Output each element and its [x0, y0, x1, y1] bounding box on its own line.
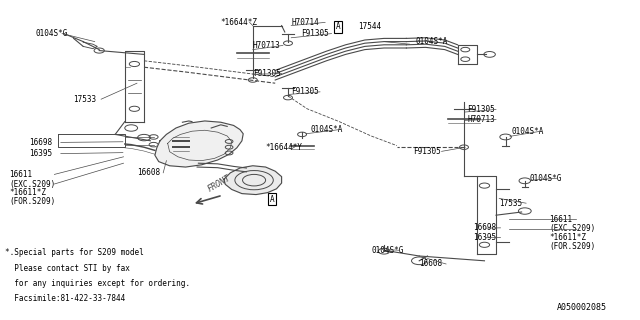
- Text: *.Special parts for S209 model: *.Special parts for S209 model: [5, 248, 144, 257]
- Text: (EXC.S209): (EXC.S209): [549, 224, 595, 233]
- Text: Please contact STI by fax: Please contact STI by fax: [5, 264, 130, 273]
- Text: 0104S*A: 0104S*A: [512, 127, 545, 136]
- Text: 17533: 17533: [74, 95, 97, 104]
- Text: F91305: F91305: [467, 105, 495, 114]
- Text: 17535: 17535: [499, 199, 522, 208]
- Text: *16611*Z: *16611*Z: [549, 233, 586, 242]
- Text: for any inquiries except for ordering.: for any inquiries except for ordering.: [5, 279, 190, 288]
- Text: F91305: F91305: [301, 29, 328, 38]
- Text: (FOR.S209): (FOR.S209): [549, 242, 595, 251]
- Text: *16644*Z: *16644*Z: [221, 18, 258, 27]
- Text: 16698: 16698: [29, 138, 52, 147]
- Text: 0104S*A: 0104S*A: [416, 37, 449, 46]
- Text: 0104S*A: 0104S*A: [310, 125, 343, 134]
- Text: H70713: H70713: [467, 115, 495, 124]
- Text: A: A: [335, 22, 340, 31]
- Text: *16611*Z: *16611*Z: [10, 188, 47, 197]
- Text: A: A: [269, 195, 275, 204]
- Polygon shape: [224, 166, 282, 195]
- Text: 16611: 16611: [10, 170, 33, 179]
- Text: 0104S*G: 0104S*G: [530, 174, 563, 183]
- Text: F91305: F91305: [291, 87, 319, 96]
- Text: F91305: F91305: [253, 69, 280, 78]
- Text: 16395: 16395: [474, 233, 497, 242]
- Text: 0104S*G: 0104S*G: [35, 29, 68, 38]
- Text: 0104S*G: 0104S*G: [371, 246, 404, 255]
- Text: 16608: 16608: [138, 168, 161, 177]
- Text: 16611: 16611: [549, 215, 572, 224]
- Text: 16608: 16608: [419, 260, 442, 268]
- Text: A050002085: A050002085: [557, 303, 607, 312]
- Polygon shape: [155, 121, 243, 167]
- Text: H70714: H70714: [291, 18, 319, 27]
- Text: *16644*Y: *16644*Y: [266, 143, 303, 152]
- Text: 16395: 16395: [29, 149, 52, 158]
- Text: Facsimile:81-422-33-7844: Facsimile:81-422-33-7844: [5, 294, 125, 303]
- Text: FRONT: FRONT: [206, 174, 232, 194]
- Text: 17544: 17544: [358, 22, 381, 31]
- Text: (EXC.S209): (EXC.S209): [10, 180, 56, 188]
- Text: 16698: 16698: [474, 223, 497, 232]
- Text: (FOR.S209): (FOR.S209): [10, 197, 56, 206]
- Text: F91305: F91305: [413, 147, 440, 156]
- Text: H70713: H70713: [253, 41, 280, 50]
